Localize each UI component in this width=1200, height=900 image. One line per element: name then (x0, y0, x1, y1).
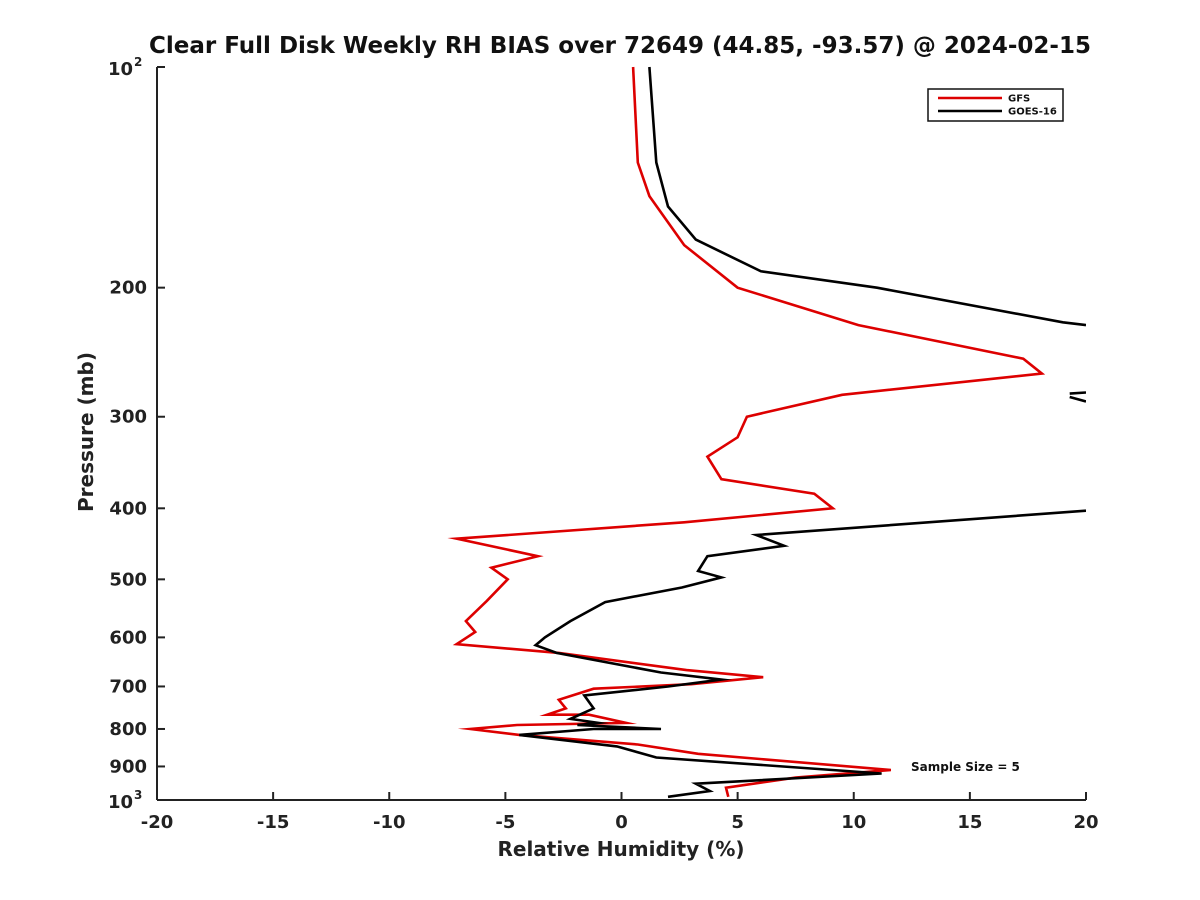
y-end-label-bottom-exp: 3 (134, 788, 142, 802)
y-tick-label: 900 (109, 756, 147, 777)
y-end-label-bottom-base: 10 (108, 792, 133, 813)
series-layer (447, 66, 1086, 799)
y-end-label-top-exp: 2 (134, 55, 142, 69)
legend: GFS GOES-16 (927, 88, 1064, 122)
x-tick-label: 10 (841, 812, 866, 833)
x-tick-label: 15 (957, 812, 982, 833)
x-tick-label: 5 (731, 812, 744, 833)
y-tick-label: 200 (109, 278, 147, 299)
x-axis-label: Relative Humidity (%) (497, 837, 744, 861)
x-tick-label: 20 (1073, 812, 1098, 833)
legend-label-gfs: GFS (1008, 94, 1030, 105)
x-tick-label: 0 (615, 812, 628, 833)
x-tick-label: -10 (373, 812, 406, 833)
y-tick-label: 300 (109, 407, 147, 428)
x-tick-label: -20 (141, 812, 174, 833)
legend-box (927, 88, 1064, 122)
series-line-gfs (447, 66, 1046, 798)
y-tick-label: 700 (109, 676, 147, 697)
y-tick-label: 800 (109, 719, 147, 740)
y-tick-label: 400 (109, 498, 147, 519)
legend-label-goes-16: GOES-16 (1008, 107, 1057, 118)
chart-title: Clear Full Disk Weekly RH BIAS over 7264… (149, 33, 1091, 59)
y-tick-label: 500 (109, 569, 147, 590)
x-tick-label: -5 (495, 812, 515, 833)
y-axis-label-group: Pressure (mb) (74, 352, 98, 512)
axes-group: -20 -15 -10 -5 0 5 10 15 20 200 300 400 500 600 700 800… (108, 55, 1099, 833)
annotation-sample-size: Sample Size = 5 (911, 760, 1020, 774)
x-tick-label: -15 (257, 812, 290, 833)
y-end-label-top-base: 10 (108, 59, 133, 80)
y-axis-label: Pressure (mb) (74, 352, 98, 512)
series-line-goes-16 (519, 66, 1086, 799)
y-tick-label: 600 (109, 627, 147, 648)
